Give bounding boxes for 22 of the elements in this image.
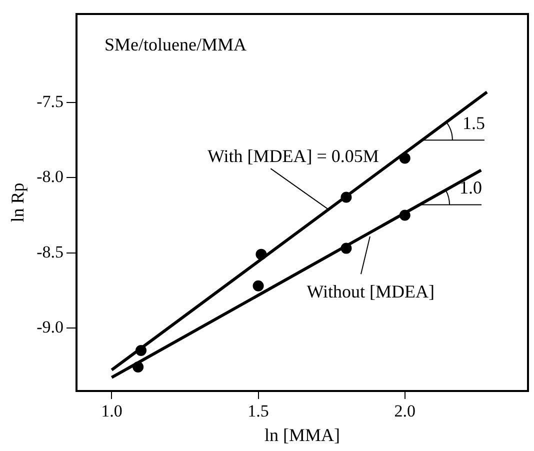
point (132, 361, 144, 372)
x-axis-title: ln [MMA] (264, 424, 340, 445)
y-tick-label: -9.0 (36, 317, 64, 336)
x-tick-label: 2.0 (394, 402, 416, 421)
annotation: 1.5 (462, 112, 485, 133)
annotation: 1.0 (460, 177, 482, 198)
point (340, 192, 352, 203)
point (399, 152, 410, 164)
y-tick-label: -8.0 (36, 167, 64, 186)
x-tick-label: 1.5 (248, 402, 269, 421)
y-tick-label: -8.5 (36, 242, 64, 262)
legend-label: Without [MDEA] (306, 282, 435, 302)
text: SMe/toluene/MMA (104, 34, 247, 55)
point (136, 344, 147, 356)
point (340, 242, 352, 254)
point (399, 210, 410, 221)
y-tick-label: -7.5 (36, 92, 64, 112)
x-tick-label: 1.0 (101, 402, 122, 421)
point (252, 280, 264, 292)
series-label: With [MDEA] = 0.05M (207, 146, 379, 166)
point (256, 248, 267, 260)
y-axis-title: ln Rp (8, 182, 28, 222)
